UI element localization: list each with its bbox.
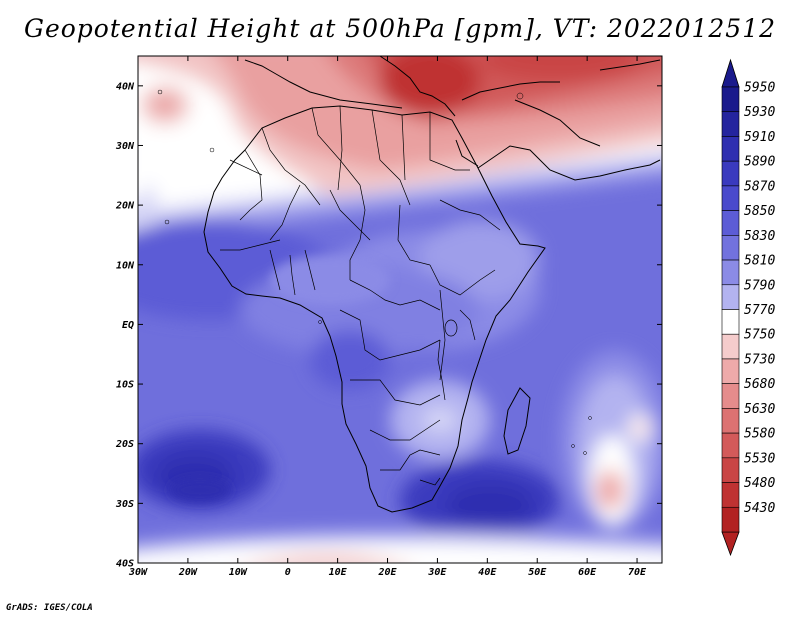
colorbar-level-label: 5830: [744, 229, 775, 244]
lon-tick-label: 20W: [178, 567, 198, 578]
colorbar-level-label: 5530: [744, 451, 775, 466]
colorbar-swatch: [721, 333, 740, 360]
lon-tick-label: 10W: [229, 567, 248, 578]
lon-tick-label: 60E: [578, 567, 597, 578]
colorbar-level-label: 5950: [744, 81, 775, 96]
colorbar-swatch: [721, 408, 740, 434]
lon-tick-label: 0: [285, 567, 291, 578]
colorbar-level-label: 5810: [744, 254, 775, 269]
colorbar-bottom-arrow: [721, 531, 740, 557]
lon-tick-label: 30E: [427, 567, 447, 578]
colorbar-swatch: [721, 506, 740, 533]
lon-tick-label: 50E: [528, 567, 547, 578]
colorbar-swatch: [721, 235, 740, 261]
colorbar-level-label: 5730: [744, 352, 775, 367]
latitude-axis: 40N 30N 20N 10N EQ 10S 20S 30S 40S: [115, 81, 662, 570]
colorbar-swatch: [721, 432, 740, 459]
lat-tick-label: 10S: [116, 380, 134, 391]
country-borders: [220, 105, 501, 486]
colorbar-level-label: 5580: [744, 427, 775, 442]
colorbar-level-label: 5430: [744, 501, 775, 516]
colorbar-level-label: 5630: [744, 402, 775, 417]
lon-tick-label: 70E: [628, 567, 647, 578]
map-frame: [137, 55, 663, 564]
lon-tick-label: 20E: [377, 567, 397, 578]
colorbar: 5950 5930 5910 5890 5870 5850 5830 5810 5790 5770…: [721, 58, 775, 557]
lat-tick-label: 30S: [115, 499, 134, 510]
lat-tick-label: 10N: [116, 260, 135, 271]
colorbar-level-label: 5890: [744, 155, 775, 170]
lat-tick-label: 20N: [115, 201, 135, 212]
colorbar-swatch: [721, 309, 740, 335]
colorbar-swatch: [721, 185, 740, 211]
islands: [157, 89, 592, 455]
colorbar-top-arrow: [721, 58, 740, 88]
colorbar-level-label: 5680: [744, 377, 775, 392]
colorbar-swatch: [721, 86, 740, 113]
colorbar-level-label: 5870: [744, 179, 775, 194]
colorbar-level-label: 5750: [744, 328, 775, 343]
grads-credit: GrADS: IGES/COLA: [6, 603, 93, 613]
height-field: [138, 56, 662, 563]
lon-tick-label: 10E: [329, 567, 348, 578]
chart-title: Geopotential Height at 500hPa [gpm], VT:…: [23, 14, 777, 43]
lat-tick-label: 30N: [115, 141, 135, 152]
colorbar-swatch: [721, 259, 740, 286]
lon-tick-label: 40E: [478, 567, 497, 578]
colorbar-swatch: [721, 160, 740, 187]
colorbar-level-label: 5770: [744, 303, 775, 318]
colorbar-level-label: 5790: [744, 278, 775, 293]
lat-tick-label: 20S: [115, 439, 134, 450]
colorbar-swatch: [721, 383, 740, 409]
colorbar-level-label: 5850: [744, 204, 775, 219]
lat-tick-label: EQ: [122, 320, 134, 331]
lat-tick-label: 40S: [116, 559, 134, 570]
colorbar-swatch: [721, 210, 740, 236]
colorbar-level-label: 5480: [744, 476, 775, 491]
colorbar-level-label: 5930: [744, 105, 775, 120]
colorbar-swatch: [721, 482, 740, 508]
colorbar-swatch: [721, 358, 740, 384]
colorbar-swatch: [721, 136, 740, 162]
coastlines: [203, 56, 661, 513]
longitude-axis: 30W 20W 10W 0 10E 20E 30E 40E 50E 60E 70E: [128, 56, 647, 578]
colorbar-swatch: [721, 111, 740, 137]
colorbar-swatch: [721, 457, 740, 483]
colorbar-level-label: 5910: [744, 130, 775, 145]
lon-tick-label: 30W: [128, 567, 148, 578]
colorbar-swatch: [721, 284, 740, 310]
lat-tick-label: 40N: [116, 81, 135, 92]
